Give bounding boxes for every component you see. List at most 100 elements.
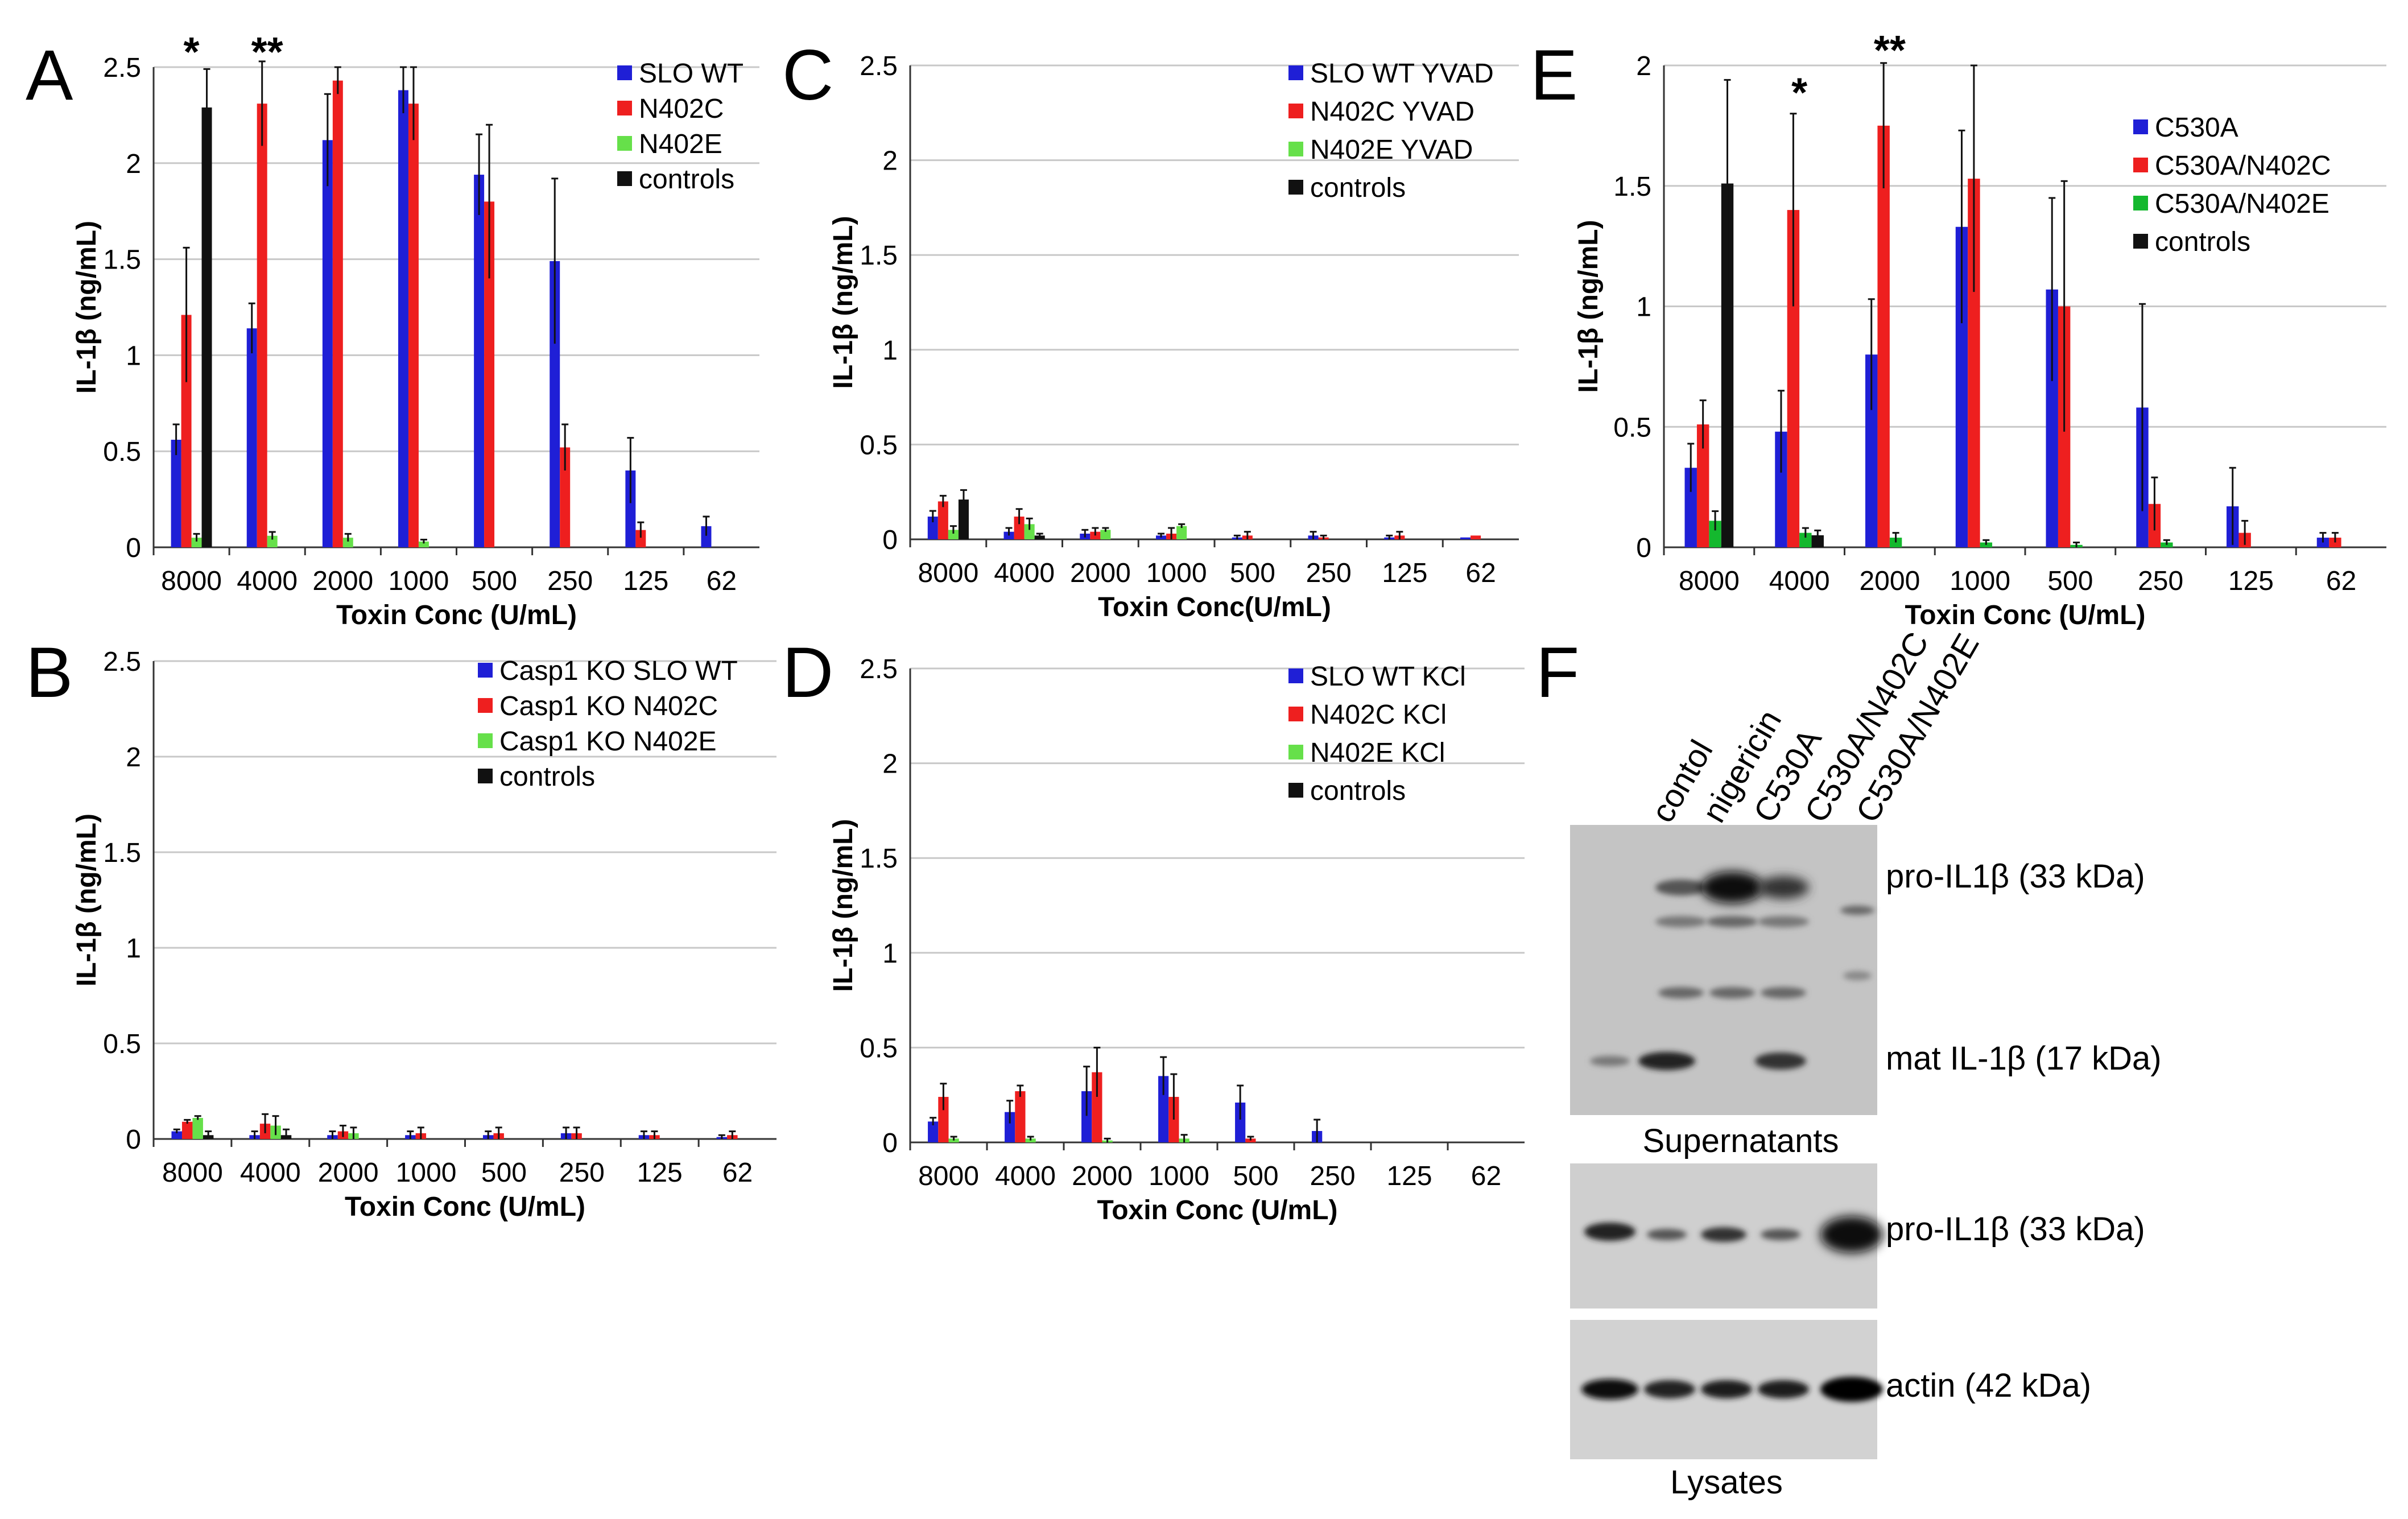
chart-a: 0 0.5 1 1.5 2 2.5 8000 4000 2000 1000 500 250 125 62 *… xyxy=(72,30,759,630)
x-tick-label: 4000 xyxy=(995,1161,1056,1191)
panel-label-a: A xyxy=(26,36,73,115)
x-tick-label: 4000 xyxy=(1769,566,1830,596)
bar xyxy=(927,517,938,539)
y-tick-label: 2 xyxy=(1636,51,1651,81)
y-tick-label: 2 xyxy=(126,149,141,179)
bar xyxy=(1721,183,1734,547)
x-axis-title: Toxin Conc (U/mL) xyxy=(336,600,577,630)
bar xyxy=(246,328,257,547)
y-axis-title: IL-1β (ng/mL) xyxy=(828,819,858,992)
x-tick-label: 2000 xyxy=(1070,558,1131,588)
legend-label: C530A/N402C xyxy=(2155,151,2331,181)
bar xyxy=(322,140,333,548)
y-tick-label: 2.5 xyxy=(860,654,898,684)
band-label-pro-il1b-lysate: pro-IL1β (33 kDa) xyxy=(1886,1211,2145,1248)
bar xyxy=(928,1121,939,1142)
bar xyxy=(171,1131,182,1139)
bar xyxy=(408,104,419,548)
bar xyxy=(1799,533,1812,547)
y-tick-label: 0.5 xyxy=(1613,412,1651,443)
bar xyxy=(398,90,408,548)
legend-swatch xyxy=(478,663,493,678)
band-label-actin: actin (42 kDa) xyxy=(1886,1367,2091,1404)
legend-label: Casp1 KO N402C xyxy=(499,691,718,721)
y-tick-label: 0 xyxy=(882,525,898,555)
x-tick-label: 8000 xyxy=(161,566,222,596)
y-tick-label: 0 xyxy=(1636,533,1651,563)
bar xyxy=(1015,1091,1026,1142)
bar xyxy=(937,501,948,539)
bar xyxy=(635,530,646,547)
x-tick-label: 4000 xyxy=(994,558,1055,588)
y-tick-label: 0 xyxy=(126,1125,141,1155)
bar xyxy=(958,500,969,539)
x-tick-label: 2000 xyxy=(1859,566,1920,596)
y-tick-label: 0 xyxy=(126,533,141,563)
bar xyxy=(1005,1112,1015,1142)
x-tick-label: 4000 xyxy=(237,566,298,596)
bar xyxy=(550,261,560,547)
legend-label: controls xyxy=(499,762,595,792)
x-tick-label: 125 xyxy=(1386,1161,1432,1191)
y-tick-label: 2 xyxy=(126,742,141,773)
actin-blot xyxy=(1570,1320,1883,1459)
x-tick-label: 2000 xyxy=(318,1158,379,1188)
bar xyxy=(1158,1076,1169,1142)
chart-d: 0 0.5 1 1.5 2 2.5 8000 4000 2000 1000 500 250 125 62 T… xyxy=(828,654,1525,1225)
legend-swatch xyxy=(2133,196,2148,210)
significance-marker: * xyxy=(1791,71,1807,116)
x-tick-label: 8000 xyxy=(918,558,978,588)
legend-swatch xyxy=(617,65,632,80)
y-tick-label: 1.5 xyxy=(103,245,141,275)
bar xyxy=(701,526,712,547)
y-tick-label: 1.5 xyxy=(103,838,141,868)
bar xyxy=(2046,289,2058,547)
x-tick-label: 8000 xyxy=(918,1161,979,1191)
x-tick-label: 1000 xyxy=(389,566,449,596)
x-tick-label: 62 xyxy=(2326,566,2356,596)
bar xyxy=(257,104,267,548)
bar xyxy=(938,1097,949,1142)
x-tick-label: 2000 xyxy=(312,566,373,596)
x-axis-title: Toxin Conc(U/mL) xyxy=(1098,592,1331,622)
bar xyxy=(1024,524,1035,539)
bar xyxy=(1235,1103,1246,1142)
x-tick-label: 62 xyxy=(1465,558,1496,588)
bar xyxy=(342,538,353,547)
x-tick-label: 125 xyxy=(637,1158,683,1188)
legend-swatch xyxy=(2133,119,2148,134)
bar xyxy=(192,1118,203,1139)
band-label-pro-il1b-supernatant: pro-IL1β (33 kDa) xyxy=(1886,858,2145,895)
x-tick-label: 62 xyxy=(722,1158,753,1188)
x-tick-label: 500 xyxy=(1230,558,1275,588)
bar xyxy=(332,80,343,547)
legend-label: controls xyxy=(1310,173,1406,203)
x-tick-label: 4000 xyxy=(240,1158,301,1188)
bar xyxy=(1787,210,1800,548)
legend-swatch xyxy=(2133,158,2148,172)
y-tick-label: 1 xyxy=(126,341,141,371)
x-tick-label: 125 xyxy=(2228,566,2274,596)
legend-label: SLO WT xyxy=(639,59,744,89)
bar xyxy=(1968,179,1980,547)
legend-label: controls xyxy=(2155,227,2250,257)
bar xyxy=(191,538,202,547)
y-tick-label: 1 xyxy=(882,336,898,366)
y-tick-label: 1.5 xyxy=(860,241,898,271)
legend-swatch xyxy=(1288,65,1303,80)
x-tick-label: 500 xyxy=(1233,1161,1278,1191)
legend-swatch xyxy=(617,101,632,115)
legend-label: SLO WT YVAD xyxy=(1310,59,1494,89)
legend-label: Casp1 KO N402E xyxy=(499,727,717,757)
legend-label: N402C KCl xyxy=(1310,700,1447,730)
legend-label: controls xyxy=(639,164,734,195)
x-tick-label: 250 xyxy=(1306,558,1352,588)
x-tick-label: 500 xyxy=(481,1158,527,1188)
legend-swatch xyxy=(1288,180,1303,195)
legend-swatch xyxy=(478,698,493,713)
panel-label-d: D xyxy=(782,633,833,712)
bar xyxy=(1100,530,1111,539)
y-tick-label: 1.5 xyxy=(1613,172,1651,202)
